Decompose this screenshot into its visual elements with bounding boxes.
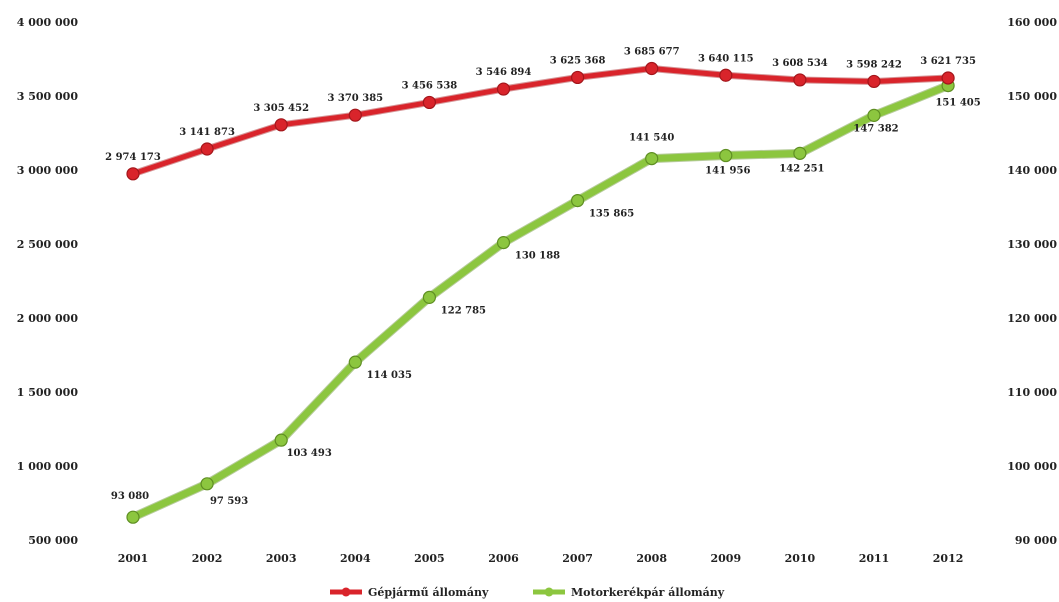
data-label: 114 035 bbox=[367, 370, 412, 381]
data-label: 142 251 bbox=[779, 163, 824, 174]
data-label: 151 405 bbox=[935, 98, 980, 109]
data-point bbox=[422, 290, 436, 304]
left-axis-tick-label: 3 500 000 bbox=[17, 90, 79, 103]
data-point bbox=[348, 108, 362, 122]
x-axis-ticks: 2001 2002 2003 2004 2005 2006 2007 2008 2009 2010… bbox=[118, 552, 964, 565]
data-point bbox=[274, 118, 288, 132]
data-point bbox=[570, 193, 585, 208]
data-point bbox=[867, 108, 881, 122]
data-label: 3 621 735 bbox=[920, 56, 976, 67]
left-axis-tick-label: 2 500 000 bbox=[17, 238, 79, 251]
data-label: 2 974 173 bbox=[105, 152, 161, 163]
right-axis-tick-label: 110 000 bbox=[1007, 386, 1057, 399]
x-axis-tick-label: 2005 bbox=[414, 552, 445, 565]
data-label: 97 593 bbox=[210, 496, 248, 507]
series-line bbox=[129, 82, 952, 521]
x-axis-tick-label: 2001 bbox=[118, 552, 149, 565]
data-label: 3 640 115 bbox=[698, 53, 754, 64]
x-axis-tick-label: 2004 bbox=[340, 552, 371, 565]
left-axis-ticks: 500 000 1 000 000 1 500 000 2 000 000 2 500 … bbox=[17, 16, 79, 547]
x-axis-tick-label: 2011 bbox=[859, 552, 890, 565]
legend-swatch-green-marker bbox=[544, 587, 554, 597]
data-point bbox=[274, 433, 288, 447]
right-axis-tick-label: 90 000 bbox=[1015, 534, 1057, 547]
right-axis-tick-label: 150 000 bbox=[1007, 90, 1057, 103]
data-label: 3 546 894 bbox=[476, 67, 532, 78]
data-point bbox=[126, 167, 140, 181]
data-label: 93 080 bbox=[111, 491, 149, 502]
data-point bbox=[200, 477, 214, 491]
data-point bbox=[645, 61, 659, 76]
data-label: 141 956 bbox=[705, 166, 750, 177]
legend-swatch-red-marker bbox=[341, 587, 351, 597]
series-gepjarmu: 2 974 173 3 141 873 3 305 452 3 370 385 3 45… bbox=[105, 47, 976, 181]
legend: Gépjármű állomány Motorkerékpár állomány bbox=[330, 586, 725, 599]
data-label: 130 188 bbox=[515, 251, 560, 262]
data-point bbox=[496, 82, 511, 96]
x-axis-tick-label: 2008 bbox=[636, 552, 667, 565]
x-axis-tick-label: 2003 bbox=[266, 552, 297, 565]
data-label: 3 598 242 bbox=[846, 59, 902, 70]
data-label: 135 865 bbox=[589, 209, 634, 220]
right-axis-tick-label: 160 000 bbox=[1007, 16, 1057, 29]
series-layer: 93 080 97 593 103 493 114 035 122 785 130 188… bbox=[105, 47, 981, 524]
left-axis-tick-label: 4 000 000 bbox=[17, 16, 79, 29]
x-axis-tick-label: 2006 bbox=[488, 552, 519, 565]
data-label: 103 493 bbox=[287, 448, 332, 459]
data-label: 3 370 385 bbox=[327, 93, 383, 104]
data-label: 141 540 bbox=[629, 133, 674, 144]
data-label: 3 456 538 bbox=[402, 80, 458, 91]
data-point bbox=[422, 95, 436, 110]
x-axis-tick-label: 2007 bbox=[562, 552, 593, 565]
data-point bbox=[719, 68, 733, 82]
data-point bbox=[719, 148, 733, 163]
data-point bbox=[570, 70, 585, 85]
x-axis-tick-label: 2009 bbox=[710, 552, 741, 565]
data-point bbox=[126, 510, 140, 524]
left-axis-tick-label: 2 000 000 bbox=[17, 312, 79, 325]
data-label: 3 305 452 bbox=[253, 103, 309, 114]
data-label: 3 141 873 bbox=[179, 127, 235, 138]
x-axis-tick-label: 2010 bbox=[785, 552, 816, 565]
right-axis-tick-label: 130 000 bbox=[1007, 238, 1057, 251]
data-point bbox=[867, 74, 881, 89]
legend-label-red: Gépjármű állomány bbox=[368, 586, 489, 599]
left-axis-tick-label: 3 000 000 bbox=[17, 164, 79, 177]
right-axis-tick-label: 120 000 bbox=[1007, 312, 1057, 325]
left-axis-tick-label: 1 000 000 bbox=[17, 460, 79, 473]
legend-label-green: Motorkerékpár állomány bbox=[571, 586, 725, 599]
data-label: 3 625 368 bbox=[550, 55, 606, 66]
data-label: 3 608 534 bbox=[772, 58, 828, 69]
data-point bbox=[793, 146, 807, 160]
legend-item-red: Gépjármű állomány bbox=[330, 586, 489, 599]
data-label: 122 785 bbox=[441, 305, 486, 316]
data-point bbox=[348, 355, 362, 369]
data-point bbox=[200, 142, 214, 156]
left-axis-tick-label: 500 000 bbox=[28, 534, 78, 547]
data-point bbox=[793, 73, 807, 87]
right-axis-tick-label: 140 000 bbox=[1007, 164, 1057, 177]
series-motorkerekpar: 93 080 97 593 103 493 114 035 122 785 130 188… bbox=[111, 79, 981, 524]
data-point bbox=[645, 152, 659, 166]
left-axis-tick-label: 1 500 000 bbox=[17, 386, 79, 399]
x-axis-tick-label: 2002 bbox=[192, 552, 223, 565]
data-point bbox=[941, 71, 955, 85]
data-label: 147 382 bbox=[853, 123, 898, 134]
data-point bbox=[496, 236, 511, 250]
right-axis-tick-label: 100 000 bbox=[1007, 460, 1057, 473]
legend-item-green: Motorkerékpár állomány bbox=[533, 586, 725, 599]
x-axis-tick-label: 2012 bbox=[933, 552, 964, 565]
right-axis-ticks: 90 000 100 000 110 000 120 000 130 000 140 00… bbox=[1007, 16, 1057, 547]
data-label: 3 685 677 bbox=[624, 47, 680, 58]
series-line bbox=[130, 66, 951, 177]
